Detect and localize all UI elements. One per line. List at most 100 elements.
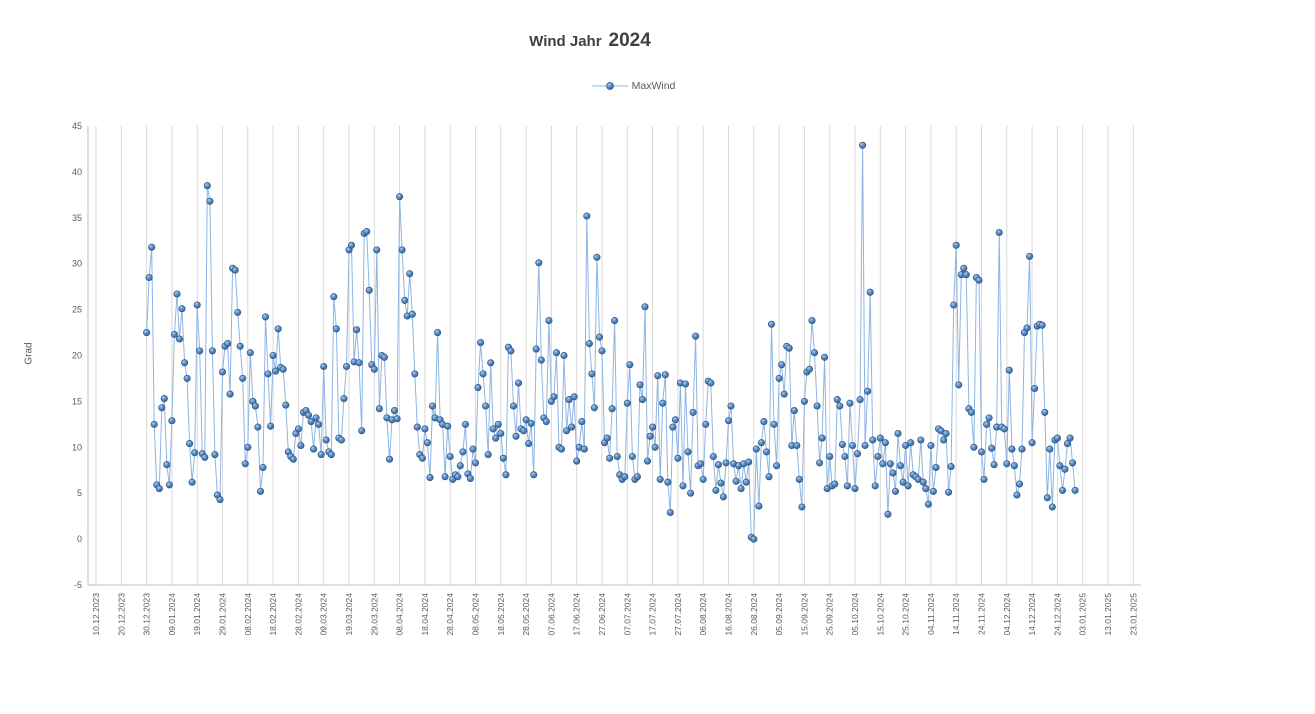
data-point-marker bbox=[380, 353, 388, 361]
data-point-marker bbox=[904, 482, 912, 490]
data-point-marker bbox=[785, 344, 793, 352]
data-point-marker bbox=[891, 487, 900, 495]
data-point-marker bbox=[342, 362, 351, 371]
data-point-marker bbox=[444, 422, 452, 430]
data-point-marker bbox=[613, 452, 621, 461]
data-point-marker bbox=[274, 325, 282, 333]
data-point-marker bbox=[1071, 486, 1079, 494]
y-tick-label: 35 bbox=[72, 213, 82, 223]
data-point-marker bbox=[537, 356, 545, 364]
data-point-marker bbox=[864, 387, 872, 395]
data-point-marker bbox=[208, 347, 216, 355]
data-point-marker bbox=[155, 485, 163, 493]
data-point-marker bbox=[780, 390, 788, 398]
data-point-marker bbox=[1028, 439, 1036, 447]
data-point-marker bbox=[623, 399, 631, 407]
data-point-marker bbox=[173, 290, 181, 298]
x-tick-label: 06.08.2024 bbox=[698, 593, 708, 636]
data-point-marker bbox=[841, 452, 849, 461]
data-point-marker bbox=[310, 445, 318, 453]
data-point-marker bbox=[401, 296, 409, 304]
data-point-marker bbox=[846, 399, 854, 407]
x-tick-label: 24.11.2024 bbox=[977, 593, 987, 635]
data-point-marker bbox=[985, 414, 993, 422]
data-point-marker bbox=[795, 475, 803, 483]
data-point-marker bbox=[363, 228, 371, 236]
x-tick-label: 17.07.2024 bbox=[648, 593, 658, 636]
data-point-marker bbox=[970, 443, 978, 451]
data-point-marker bbox=[494, 420, 502, 428]
data-point-marker bbox=[191, 449, 199, 457]
x-tick-label: 26.08.2024 bbox=[749, 593, 759, 636]
data-point-marker bbox=[742, 478, 750, 486]
data-point-marker bbox=[702, 420, 710, 428]
data-point-marker bbox=[1043, 494, 1051, 502]
data-point-marker bbox=[955, 381, 963, 389]
data-point-marker bbox=[598, 347, 606, 355]
data-point-marker bbox=[719, 493, 727, 501]
series-line-maxwind bbox=[146, 145, 1076, 541]
data-point-marker bbox=[889, 469, 897, 477]
data-point-marker bbox=[679, 482, 687, 490]
data-point-marker bbox=[188, 478, 196, 486]
data-point-marker bbox=[886, 460, 894, 468]
data-point-marker bbox=[669, 423, 677, 431]
data-point-marker bbox=[525, 440, 533, 448]
data-point-marker bbox=[896, 462, 905, 470]
data-point-marker bbox=[692, 332, 700, 340]
data-point-marker bbox=[977, 448, 986, 456]
data-point-marker bbox=[282, 401, 290, 409]
data-point-marker bbox=[687, 489, 695, 497]
data-point-marker bbox=[638, 396, 647, 404]
data-point-marker bbox=[365, 286, 373, 294]
x-tick-label: 18.02.2024 bbox=[268, 593, 278, 636]
data-point-marker bbox=[810, 349, 819, 357]
data-point-marker bbox=[919, 478, 927, 486]
data-point-marker bbox=[664, 478, 672, 486]
data-point-marker bbox=[254, 423, 262, 431]
data-point-marker bbox=[643, 457, 652, 465]
data-point-marker bbox=[879, 460, 887, 468]
data-point-marker bbox=[181, 359, 189, 367]
data-point-marker bbox=[370, 365, 378, 373]
data-point-marker bbox=[201, 453, 209, 461]
data-point-marker bbox=[762, 448, 771, 456]
x-tick-label: 29.01.2024 bbox=[218, 593, 228, 636]
data-point-marker bbox=[396, 193, 404, 201]
data-point-marker bbox=[800, 397, 808, 405]
data-point-marker bbox=[218, 368, 227, 376]
x-tick-label: 23.01.2025 bbox=[1128, 593, 1138, 636]
x-tick-label: 29.03.2024 bbox=[369, 593, 379, 636]
data-point-marker bbox=[560, 351, 568, 360]
x-tick-label: 04.11.2024 bbox=[926, 593, 936, 635]
data-point-marker bbox=[585, 340, 593, 348]
data-point-marker bbox=[927, 441, 935, 450]
data-point-marker bbox=[307, 418, 315, 426]
y-tick-label: 10 bbox=[72, 442, 82, 452]
data-point-marker bbox=[406, 270, 414, 278]
data-point-marker bbox=[413, 423, 421, 431]
data-point-marker bbox=[689, 408, 697, 416]
data-point-marker bbox=[881, 439, 889, 447]
data-point-marker bbox=[441, 473, 449, 481]
data-point-marker bbox=[340, 395, 348, 403]
x-tick-label: 16.08.2024 bbox=[724, 593, 734, 636]
data-point-marker bbox=[595, 333, 604, 341]
data-point-marker bbox=[347, 241, 356, 249]
data-point-marker bbox=[398, 246, 406, 254]
data-point-marker bbox=[312, 414, 320, 422]
data-point-marker bbox=[327, 451, 335, 459]
data-point-marker bbox=[1015, 480, 1024, 488]
data-point-marker bbox=[765, 473, 773, 481]
data-point-marker bbox=[411, 370, 419, 378]
data-point-marker bbox=[932, 463, 940, 472]
data-point-marker bbox=[507, 347, 515, 355]
data-point-marker bbox=[530, 471, 538, 479]
data-point-marker bbox=[178, 305, 186, 313]
data-point-marker bbox=[170, 330, 178, 338]
data-point-marker bbox=[833, 396, 841, 404]
data-point-marker bbox=[821, 353, 829, 361]
data-point-marker bbox=[497, 429, 505, 438]
data-point-marker bbox=[727, 402, 735, 410]
